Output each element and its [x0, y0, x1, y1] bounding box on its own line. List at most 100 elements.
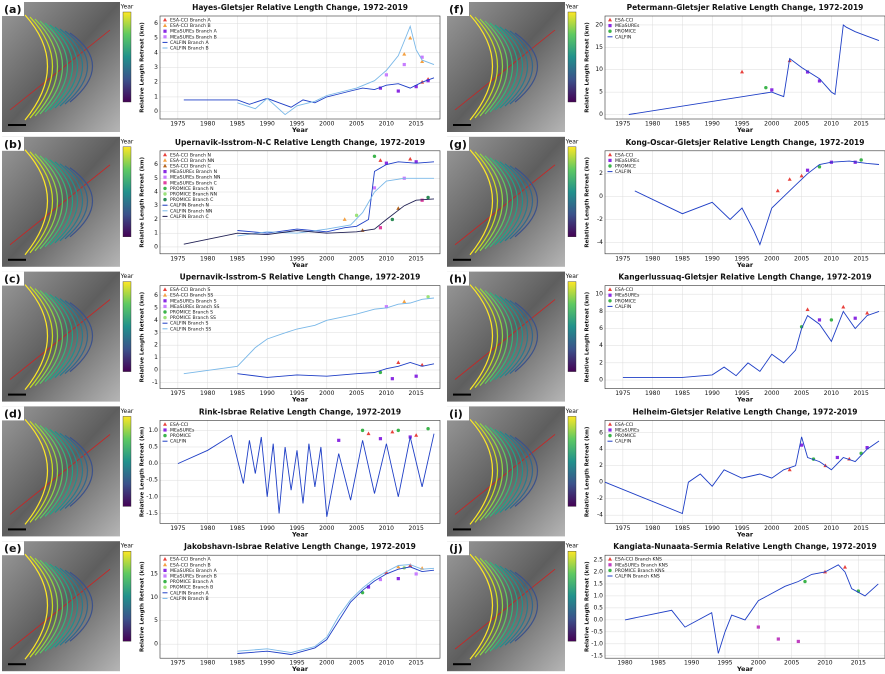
y-tick-label: 1	[154, 354, 158, 361]
legend-label: ESA-CCI	[615, 152, 633, 158]
triangle-marker	[396, 564, 401, 569]
legend-swatch	[608, 287, 612, 291]
legend-label: CALFIN Branch C	[170, 214, 209, 220]
chart-title: Upernavik-Isstrom-N-C Relative Length Ch…	[175, 138, 425, 147]
colorbar	[122, 551, 132, 642]
x-tick-label: 1995	[734, 121, 749, 128]
satellite-image	[2, 271, 120, 402]
legend-swatch	[163, 17, 167, 22]
y-axis-label: Relative Length Retreat (km)	[140, 22, 146, 113]
y-tick-label: 0	[599, 111, 603, 118]
y-tick-label: 15	[150, 570, 158, 577]
x-tick-label: 2015	[409, 660, 424, 667]
y-tick-label: 5	[599, 89, 603, 96]
legend-swatch	[163, 568, 167, 572]
x-tick-label: 2000	[764, 525, 779, 532]
square-marker	[796, 639, 800, 644]
x-axis-label: Year	[291, 396, 309, 404]
legend-swatch	[608, 29, 612, 33]
square-marker	[817, 79, 822, 83]
x-tick-label: 1985	[230, 390, 245, 397]
chart-title: Kong-Oscar-Gletsjer Relative Length Chan…	[625, 138, 864, 147]
circle-marker	[859, 158, 863, 162]
square-marker	[378, 577, 383, 582]
square-marker	[390, 377, 394, 381]
scale-bar	[8, 124, 26, 126]
circle-marker	[426, 427, 430, 431]
y-tick-label: 10	[595, 66, 603, 73]
satellite-image	[447, 271, 565, 402]
flowline	[454, 299, 556, 380]
y-tick-label: 3	[154, 329, 158, 336]
series-line	[237, 362, 435, 378]
calving-front	[494, 428, 518, 515]
y-axis-label: Relative Length Retreat (km)	[140, 561, 146, 652]
calving-front	[69, 32, 94, 103]
calving-front	[514, 32, 539, 103]
x-tick-label: 1990	[705, 255, 720, 262]
y-tick-label: 2	[154, 79, 158, 86]
colorbar	[567, 416, 577, 507]
y-tick-label: 0.0	[593, 616, 603, 623]
legend-label: CALFIN Branch KNS	[615, 574, 660, 580]
x-tick-label: 2015	[409, 390, 424, 397]
flowline	[9, 568, 111, 650]
panel-label-bg	[2, 136, 24, 151]
calving-front	[64, 30, 88, 105]
y-tick-label: 0.5	[148, 443, 158, 450]
legend-label: MEaSUREs Branch C	[170, 180, 217, 186]
calving-front	[489, 561, 513, 652]
y-axis-label: Relative Length Retreat (km)	[140, 291, 146, 382]
x-tick-label: 1985	[675, 121, 690, 128]
calving-front	[499, 296, 523, 379]
legend-label: ESA-CCI Branch N	[170, 152, 211, 158]
triangle-marker	[775, 188, 780, 193]
calving-front	[34, 18, 58, 117]
calving-front	[509, 569, 533, 644]
legend-label: PROMICE	[615, 298, 636, 304]
legend-swatch	[608, 293, 612, 297]
calving-front	[59, 163, 83, 242]
colorbar-label: Year	[120, 4, 134, 11]
x-tick-label: 1975	[170, 255, 185, 262]
scale-bar	[8, 258, 26, 261]
calving-front	[29, 16, 54, 119]
colorbar	[122, 11, 132, 103]
legend-swatch	[163, 585, 167, 589]
square-marker	[378, 226, 383, 230]
series-line	[237, 24, 435, 116]
calving-front	[24, 284, 49, 390]
legend-label: MEaSUREs Branch A	[170, 29, 218, 35]
y-tick-label: 2	[599, 170, 603, 177]
legend-label: MEaSUREs Branch SS	[170, 304, 219, 310]
x-tick-label: 2015	[409, 255, 424, 262]
legend-label: ESA-CCI	[615, 287, 633, 293]
triangle-marker	[787, 177, 792, 181]
calving-front	[54, 26, 78, 109]
x-tick-label: 1985	[230, 255, 245, 262]
calving-front	[469, 553, 494, 660]
legend-label: PROMICE Branch A	[170, 579, 214, 585]
scale-bar	[453, 393, 471, 396]
circle-marker	[354, 213, 359, 218]
calving-front	[499, 565, 523, 648]
panel-label-bg	[2, 406, 24, 421]
legend-swatch	[163, 181, 167, 185]
legend-swatch	[163, 315, 167, 320]
y-tick-label: 5	[154, 175, 158, 182]
scale-bar	[453, 258, 471, 261]
y-tick-label: 0	[599, 193, 603, 200]
colorbar	[122, 146, 132, 238]
x-tick-label: 1995	[289, 660, 304, 667]
x-tick-label: 2000	[319, 525, 334, 532]
legend-label: ESA-CCI	[170, 422, 188, 428]
y-tick-label: 1.0	[148, 427, 158, 434]
square-marker	[402, 62, 406, 67]
x-tick-label: 1980	[645, 121, 660, 128]
calving-front	[64, 569, 88, 644]
calving-front	[474, 151, 499, 254]
legend-swatch	[608, 563, 612, 567]
calving-front	[499, 430, 523, 513]
calving-front	[514, 167, 539, 238]
y-tick-label: 6	[154, 20, 158, 27]
